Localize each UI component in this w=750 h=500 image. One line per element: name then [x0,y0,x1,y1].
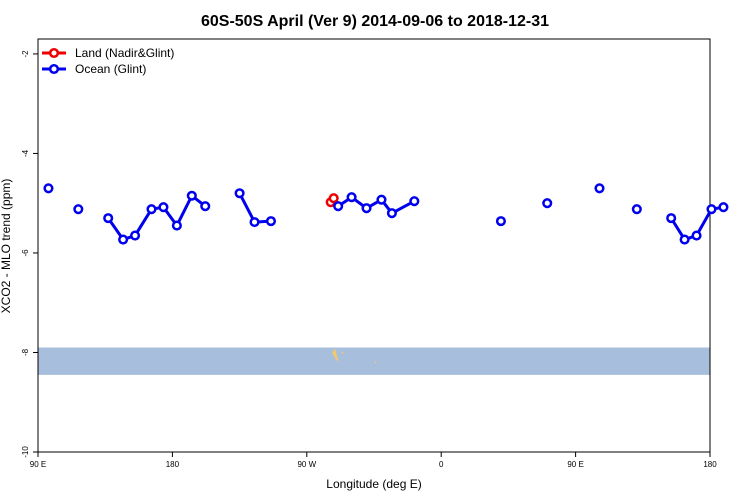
data-point [409,196,420,207]
legend-label: Ocean (Glint) [75,62,146,76]
x-axis: 90 E 180 90 W 0 90 E 180 [30,452,717,469]
data-point [631,204,642,215]
data-point [594,183,605,194]
data-point [43,183,54,194]
data-point [333,201,344,212]
plot-area [37,38,711,453]
data-point [328,193,339,204]
data-point [249,217,260,228]
y-tick-label: -2 [21,50,30,58]
data-point [361,203,372,214]
x-tick-label: 90 E [30,460,46,469]
series-ocean [43,183,729,245]
chart-title: 60S-50S April (Ver 9) 2014-09-06 to 2018… [201,13,549,30]
ocean-band [38,347,710,375]
data-point [73,204,84,215]
data-point [691,230,702,241]
map-band [38,347,710,375]
data-point [495,216,506,227]
land-patch [332,348,340,363]
x-axis-label: Longitude (deg E) [326,477,421,491]
data-point [146,204,157,215]
data-point [234,188,245,199]
data-point [200,201,211,212]
data-point [118,234,129,245]
data-point [542,198,553,209]
data-point [158,202,169,213]
data-point [346,192,357,203]
y-tick-label: -8 [21,348,30,356]
data-point [376,194,387,205]
x-tick-label: 180 [166,460,180,469]
x-tick-label: 0 [439,460,444,469]
data-point [679,234,690,245]
x-tick-label: 90 W [297,460,316,469]
series-land [325,193,339,208]
series-layer [43,183,729,245]
y-axis: -2 -4 -6 -8 -10 [21,50,38,458]
y-tick-label: -10 [21,446,30,458]
data-point [103,213,114,224]
x-tick-label: 180 [703,460,717,469]
data-point [666,213,677,224]
land-patch [341,351,344,354]
y-tick-label: -6 [21,249,30,257]
data-point [718,202,729,213]
legend-label: Land (Nadir&Glint) [75,46,174,60]
legend-marker [48,63,60,75]
legend-marker [48,47,60,59]
data-point [265,216,277,227]
land-patch [374,361,377,364]
data-point [706,204,717,215]
data-point [130,230,141,241]
legend: Land (Nadir&Glint) Ocean (Glint) [42,46,174,76]
y-tick-label: -4 [21,149,30,157]
x-tick-label: 90 E [567,460,583,469]
data-point [171,220,182,231]
data-point [186,190,197,201]
series-line [106,194,207,242]
data-point [386,208,397,219]
y-axis-label: XCO2 - MLO trend (ppm) [0,179,13,314]
